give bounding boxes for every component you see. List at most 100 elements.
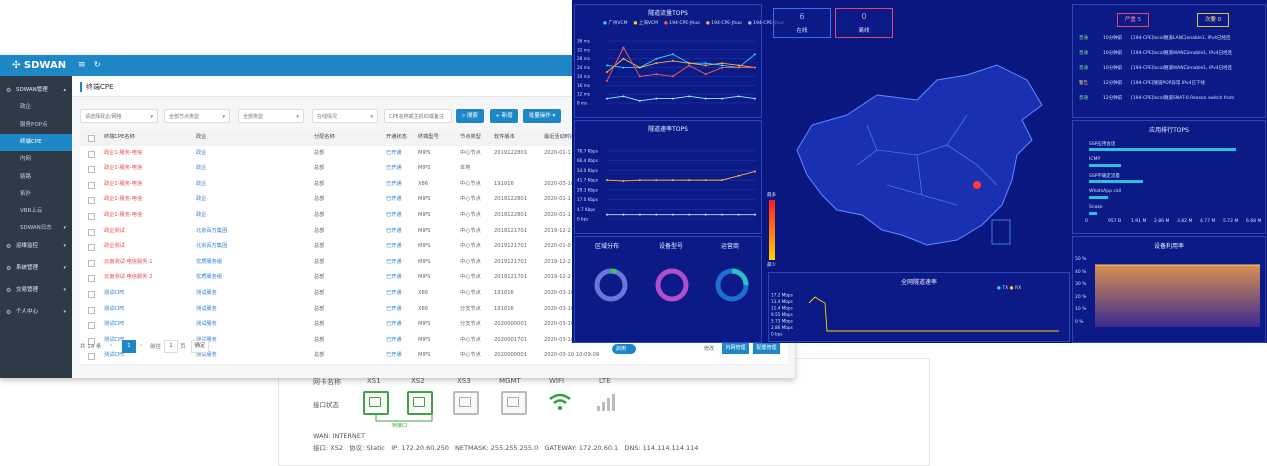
row-checkbox[interactable] [88, 353, 95, 361]
table-cell[interactable]: 已开通 [386, 180, 402, 187]
table-cell[interactable]: 政企 [196, 212, 207, 218]
table-cell[interactable]: 测试服务 [196, 333, 217, 349]
column-header[interactable]: 节点类型 [460, 134, 481, 140]
table-cell[interactable]: 测试服务 [196, 352, 217, 359]
app-bar[interactable] [1089, 180, 1144, 183]
table-cell[interactable]: 测试CPE [104, 305, 125, 312]
port-xs2-icon[interactable] [407, 391, 433, 415]
table-cell[interactable]: 优质服务组 [196, 258, 222, 265]
table-cell[interactable]: 政企测试 [104, 227, 125, 234]
enterprise-select[interactable]: 请选择政企/网络 ▾ [80, 109, 158, 123]
legend-entry[interactable]: ● 194-CPE-Jhuo [706, 21, 742, 26]
sidebar-item-11[interactable]: ⚙ 交易管理 ▾ [0, 282, 72, 299]
lan-manage-button[interactable]: 内网管理 [722, 343, 749, 354]
app-bar[interactable] [1089, 196, 1109, 199]
row-checkbox[interactable] [88, 166, 95, 174]
row-checkbox[interactable] [88, 228, 95, 236]
type-select[interactable]: 全部类型 ▾ [238, 109, 304, 123]
table-cell[interactable]: 政企1-服务-电信 [104, 212, 143, 218]
port-mgmt-icon[interactable] [501, 391, 527, 415]
prev-page-icon[interactable]: ‹ [110, 342, 113, 349]
table-cell[interactable]: 已开通 [386, 305, 402, 312]
legend-entry[interactable]: ● 广州VCM [603, 21, 627, 26]
table-cell[interactable]: 政企 [196, 165, 207, 172]
node-type-select[interactable]: 全部节点类型 ▾ [164, 109, 230, 123]
column-header[interactable]: 终端CPE名称 [104, 134, 135, 140]
row-checkbox[interactable] [88, 291, 95, 298]
enable-toggle[interactable]: 启用 [612, 344, 636, 354]
table-cell[interactable]: 政企1-服务-电信 [104, 180, 143, 187]
table-cell[interactable]: 已开通 [386, 212, 402, 218]
table-cell[interactable]: 云南测试-电信服务-2 [104, 274, 153, 281]
column-header[interactable]: 软件版本 [494, 134, 515, 140]
column-header[interactable]: 政企 [196, 134, 207, 140]
row-checkbox[interactable] [88, 337, 95, 345]
table-cell[interactable]: 已开通 [386, 243, 402, 250]
app-bar[interactable] [1089, 212, 1097, 215]
table-cell[interactable]: 优质服务组 [196, 274, 222, 281]
table-cell[interactable]: 政企1-服务-电信 [104, 165, 143, 172]
legend-entry[interactable]: ● 上海VCM [633, 21, 657, 26]
menu-icon[interactable]: ≡ [78, 60, 86, 70]
table-cell[interactable]: 测试服务 [196, 305, 217, 312]
sidebar-item-5[interactable]: 链路 [0, 169, 72, 186]
table-cell[interactable]: 测试服务 [196, 321, 217, 328]
config-manage-button[interactable]: 配置管理 [753, 343, 780, 354]
sidebar-item-10[interactable]: ⚙ 系统管理 ▾ [0, 260, 72, 277]
table-cell[interactable]: 政企1-服务-电信 [104, 149, 143, 156]
port-xs1-icon[interactable] [363, 391, 389, 415]
search-button[interactable]: ⌕ 搜索 [456, 109, 484, 123]
row-checkbox[interactable] [88, 213, 95, 220]
fault-badge[interactable]: 严重 5 [1117, 13, 1149, 27]
sidebar-item-1[interactable]: 政企 [0, 99, 72, 116]
table-cell[interactable]: 已开通 [386, 165, 402, 172]
online-select[interactable]: 在线情况 ▾ [312, 109, 378, 123]
table-cell[interactable]: 政企1-服务-电信 [104, 196, 143, 203]
column-header[interactable]: 开通状态 [386, 134, 407, 140]
refresh-icon[interactable]: ↻ [94, 60, 101, 69]
row-checkbox[interactable] [88, 181, 95, 189]
table-cell[interactable]: 测试CPE [104, 336, 125, 343]
table-cell[interactable]: 政企测试 [104, 243, 125, 250]
next-page-icon[interactable]: › [140, 342, 143, 349]
row-checkbox[interactable] [88, 306, 95, 314]
sidebar-item-0[interactable]: ⚙ SDWAN管理 ▴ [0, 82, 72, 99]
table-cell[interactable]: 已开通 [386, 290, 402, 296]
table-cell[interactable]: 北京百万集团 [196, 227, 228, 234]
lte-signal-icon[interactable] [595, 391, 619, 413]
edit-link[interactable]: 修改 [704, 346, 715, 352]
table-row[interactable]: 测试CPE 测试服务 总部 已开通 MIPS 中心节点 2020000001 2020-03-… [80, 348, 788, 365]
table-cell[interactable]: 政企 [196, 149, 207, 156]
legend-entry[interactable]: ● 194-CPE-Jhuo [664, 21, 700, 26]
warn-badge[interactable]: 次要 0 [1197, 13, 1229, 27]
table-cell[interactable]: 已开通 [386, 336, 402, 343]
add-button[interactable]: + 新增 [490, 109, 518, 123]
row-checkbox[interactable] [88, 197, 95, 205]
sidebar-item-7[interactable]: VBR上云 [0, 203, 72, 220]
row-checkbox[interactable] [88, 322, 95, 330]
wifi-icon[interactable] [547, 391, 573, 413]
app-bar[interactable] [1089, 164, 1121, 167]
table-cell[interactable]: 已开通 [386, 196, 402, 203]
row-checkbox[interactable] [88, 244, 95, 252]
table-cell[interactable]: 已开通 [386, 321, 402, 328]
batch-button[interactable]: 批量操作 ▾ [523, 109, 561, 123]
table-cell[interactable]: 云南测试-电信服务-1 [104, 258, 153, 265]
row-checkbox[interactable] [88, 259, 95, 267]
sidebar-item-8[interactable]: SDWAN日志 ▾ [0, 220, 72, 237]
row-checkbox[interactable] [88, 275, 95, 283]
table-cell[interactable]: 北京百万集团 [196, 243, 228, 250]
column-header[interactable]: 分配名称 [314, 134, 335, 140]
china-map[interactable] [767, 55, 1072, 275]
sidebar-item-12[interactable]: ⚙ 个人中心 ▾ [0, 304, 72, 321]
sidebar-item-2[interactable]: 服务POP点 [0, 117, 72, 134]
table-cell[interactable]: 测试CPE [104, 352, 125, 359]
select-all-checkbox[interactable] [88, 135, 95, 142]
table-cell[interactable]: 已开通 [386, 227, 402, 234]
sidebar-item-9[interactable]: ⚙ 运维监控 ▾ [0, 238, 72, 255]
column-header[interactable]: 最近活动时间 [544, 134, 576, 140]
column-header[interactable]: 终端型号 [418, 134, 439, 140]
app-bar[interactable] [1089, 148, 1237, 151]
table-cell[interactable]: 已开通 [386, 352, 402, 359]
table-cell[interactable]: 政企 [196, 180, 207, 187]
